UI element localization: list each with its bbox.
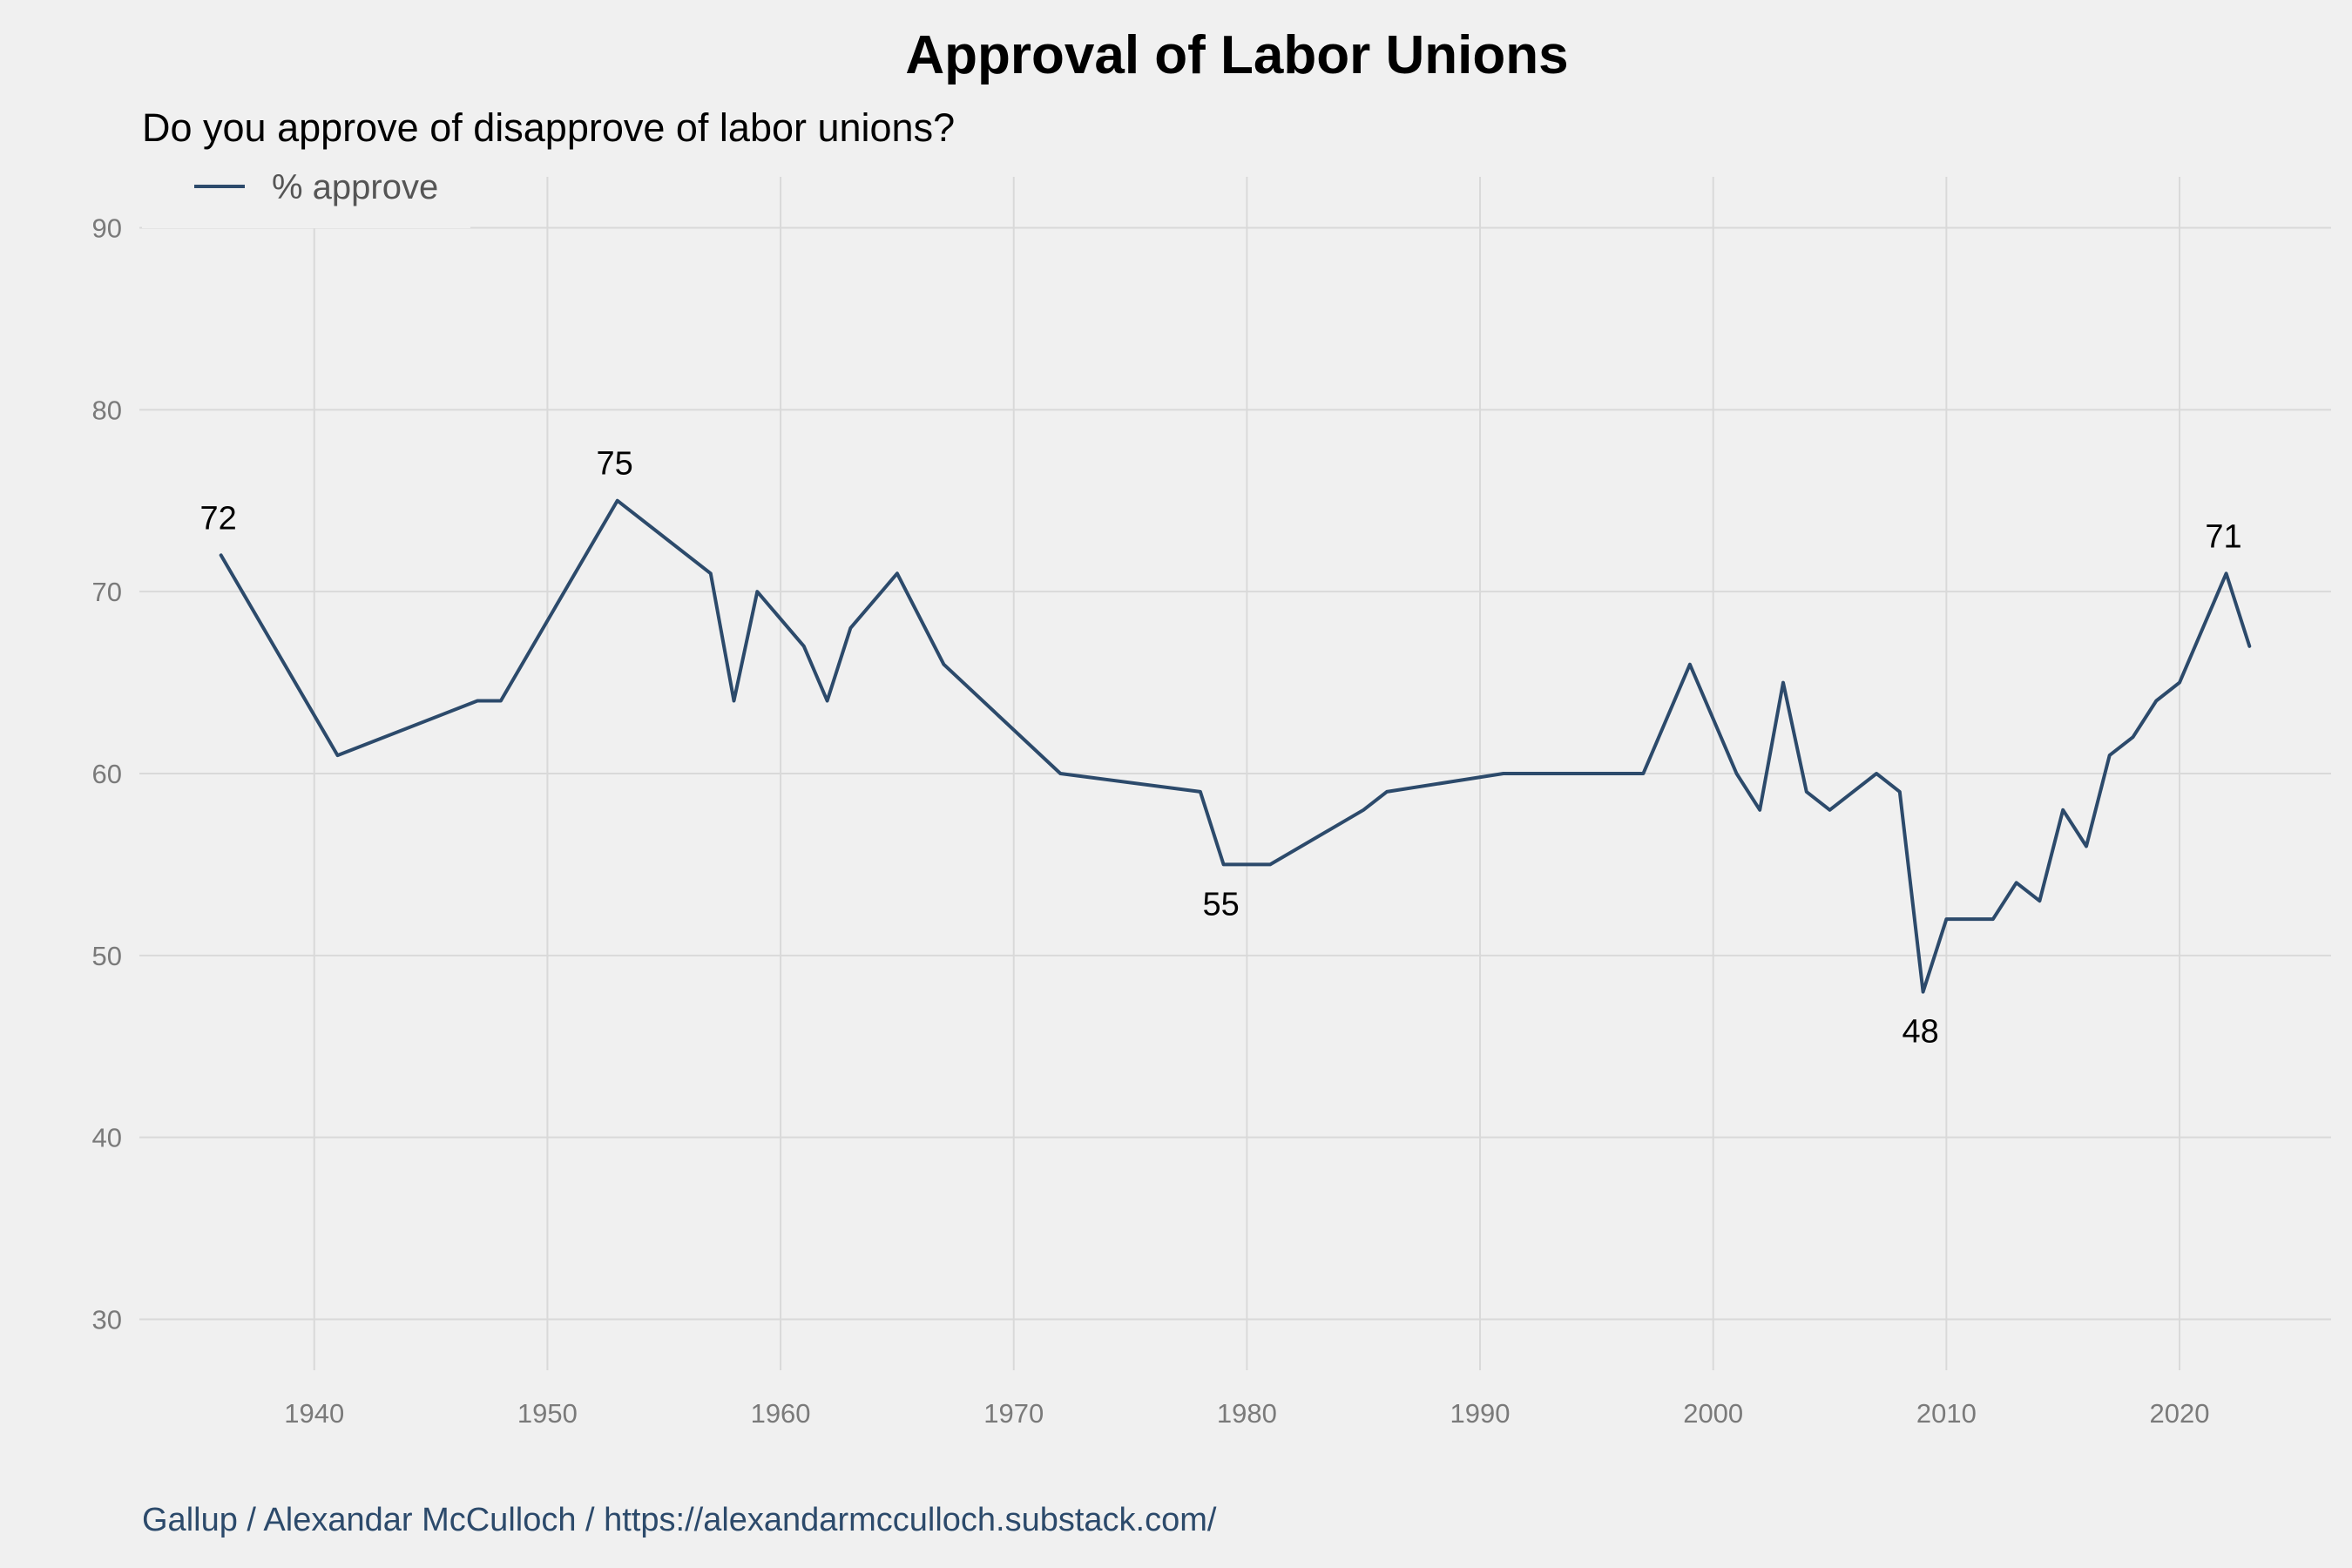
x-tick-label-2000: 2000 — [1683, 1398, 1743, 1429]
x-tick-label-1990: 1990 — [1450, 1398, 1511, 1429]
legend-label: % approve — [272, 168, 438, 206]
annotation-label-75: 75 — [597, 446, 633, 483]
annotation-label-55: 55 — [1202, 886, 1239, 923]
x-tick-label-1980: 1980 — [1217, 1398, 1277, 1429]
x-tick-labels: 1940 1950 1960 1970 1980 1990 2000 2010 2020 — [284, 1398, 2209, 1429]
chart-subtitle: Do you approve of disapprove of labor un… — [142, 105, 955, 150]
y-tick-label-70: 70 — [92, 577, 122, 607]
x-tick-label-1950: 1950 — [517, 1398, 578, 1429]
legend-background — [142, 155, 470, 228]
y-gridlines — [139, 226, 2331, 1321]
x-tick-label-1970: 1970 — [983, 1398, 1044, 1429]
y-tick-label-40: 40 — [92, 1123, 122, 1153]
y-tick-label-50: 50 — [92, 941, 122, 971]
x-tick-label-2010: 2010 — [1916, 1398, 1977, 1429]
chart-caption: Gallup / Alexandar McCulloch / https://a… — [142, 1502, 1217, 1538]
y-tick-label-90: 90 — [92, 213, 122, 243]
annotations: 72 75 55 48 71 — [200, 446, 2242, 1051]
series-line-approve — [219, 498, 2252, 994]
x-tick-label-1960: 1960 — [751, 1398, 811, 1429]
y-tick-label-80: 80 — [92, 395, 122, 425]
annotation-label-48: 48 — [1902, 1014, 1938, 1051]
annotation-label-72: 72 — [200, 500, 237, 537]
chart-title: Approval of Labor Unions — [905, 25, 1568, 85]
legend: % approve — [142, 155, 470, 228]
x-tick-label-2020: 2020 — [2150, 1398, 2210, 1429]
annotation-label-71: 71 — [2205, 518, 2241, 555]
y-tick-labels: 30 40 50 60 70 80 90 — [92, 213, 122, 1335]
y-tick-label-30: 30 — [92, 1305, 122, 1335]
x-tick-label-1940: 1940 — [284, 1398, 344, 1429]
y-tick-label-60: 60 — [92, 759, 122, 789]
